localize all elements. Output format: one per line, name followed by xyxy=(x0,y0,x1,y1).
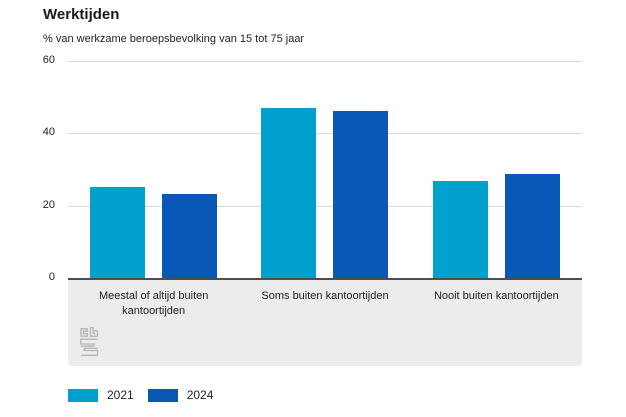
category-label: Meestal of altijd buiten kantoortijden xyxy=(98,290,209,317)
gridline xyxy=(68,133,582,135)
cbs-logo-icon xyxy=(80,326,99,356)
legend-item: 2024 xyxy=(147,388,214,402)
category-label: Soms buiten kantoortijden xyxy=(261,290,389,302)
legend-label: 2024 xyxy=(186,388,214,402)
legend-item: 2021 xyxy=(68,388,134,402)
bar-2024 xyxy=(162,193,218,278)
bar-group xyxy=(411,61,582,278)
plot-area xyxy=(68,61,582,278)
legend-swatch-2021 xyxy=(68,388,98,402)
bar-2021 xyxy=(90,187,146,278)
category-panel: Meestal of altijd buiten kantoortijden So… xyxy=(68,280,582,366)
bar-groups xyxy=(68,61,582,278)
legend-swatch-2024 xyxy=(147,388,178,402)
legend-label: 2021 xyxy=(107,388,134,402)
y-tick-label: 20 xyxy=(42,198,55,211)
y-tick-label: 0 xyxy=(48,271,55,283)
x-axis-labels: Meestal of altijd buiten kantoortijden So… xyxy=(68,289,582,319)
y-tick-label: 60 xyxy=(42,54,55,66)
x-axis-line xyxy=(68,278,582,280)
y-tick-label: 40 xyxy=(42,126,55,139)
gridline xyxy=(68,61,582,62)
bar-2024 xyxy=(333,110,389,278)
bar-2021 xyxy=(432,180,488,278)
category-label: Nooit buiten kantoortijden xyxy=(433,290,559,302)
bar-2021 xyxy=(261,108,317,278)
bar-group xyxy=(239,61,410,278)
legend: 2021 2024 xyxy=(68,388,213,402)
y-axis: 0 20 40 60 xyxy=(28,0,55,290)
chart-subtitle: % van werkzame beroepsbevolking van 15 t… xyxy=(43,33,305,45)
bar-group xyxy=(68,61,239,278)
bar-2024 xyxy=(504,174,560,278)
gridline xyxy=(68,205,582,207)
chart-title: Werktijden xyxy=(43,6,120,23)
